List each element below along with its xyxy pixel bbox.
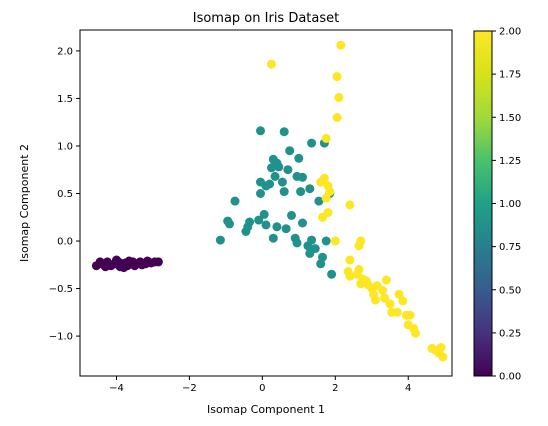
colorbar-tick-label: 0.50 [499, 285, 521, 296]
points-layer [91, 40, 448, 362]
data-point [225, 219, 234, 229]
data-point [307, 138, 317, 148]
colorbar-tick-label: 2.00 [499, 27, 521, 38]
data-point [310, 244, 320, 254]
data-point [265, 179, 275, 189]
data-point [277, 177, 287, 187]
y-tick-label: 1.0 [57, 141, 73, 152]
data-point [215, 235, 225, 245]
data-point [385, 299, 395, 309]
x-tick-label: −2 [182, 383, 197, 394]
data-point [307, 235, 317, 245]
colorbar-tick-label: 0.75 [499, 242, 521, 253]
data-point [318, 212, 327, 222]
data-point [294, 153, 304, 163]
data-point [270, 171, 280, 181]
data-point [101, 262, 110, 272]
data-point [381, 275, 391, 285]
data-point [281, 224, 291, 234]
data-point [112, 255, 121, 265]
data-point [230, 196, 240, 206]
colorbar-tick-label: 0.00 [499, 372, 521, 383]
y-axis-label: Isomap Component 2 [18, 144, 31, 262]
x-tick-label: 0 [259, 383, 265, 394]
colorbar [473, 30, 493, 377]
chart-title: Isomap on Iris Dataset [193, 11, 340, 26]
colorbar-tick-label: 1.25 [499, 156, 521, 167]
data-point [438, 352, 448, 362]
data-point [279, 127, 289, 137]
data-point [380, 293, 389, 303]
data-point [354, 265, 364, 274]
colorbar-ticks: 0.00 0.25 0.50 0.75 1.00 1.25 1.50 1.75 2.00 [492, 27, 521, 383]
data-point [256, 189, 265, 198]
data-point [405, 310, 415, 320]
data-point [245, 217, 255, 227]
data-point [325, 187, 335, 197]
data-point [298, 172, 307, 182]
data-point [318, 252, 327, 262]
data-point [292, 238, 302, 248]
data-point [283, 165, 293, 175]
data-point [332, 113, 342, 122]
data-point [370, 295, 380, 305]
y-tick-label: −1.0 [49, 332, 73, 343]
data-point [332, 72, 342, 82]
data-point [254, 215, 264, 225]
data-point [296, 187, 306, 197]
data-point [321, 236, 331, 246]
data-point [330, 236, 340, 246]
data-point [321, 133, 331, 143]
y-tick-label: 1.5 [57, 94, 73, 105]
data-point [321, 193, 331, 203]
colorbar-tick-label: 1.75 [499, 70, 521, 81]
data-point [356, 236, 366, 246]
y-tick-label: −0.5 [49, 284, 73, 295]
plot-frame [79, 29, 453, 377]
data-point [285, 146, 295, 156]
data-point [345, 255, 355, 265]
data-point [287, 210, 296, 220]
x-axis-label: Isomap Component 1 [207, 403, 325, 416]
data-point [256, 126, 265, 136]
data-point [274, 162, 284, 172]
data-point [261, 220, 271, 230]
data-point [345, 200, 355, 210]
x-tick-label: 4 [405, 383, 411, 394]
data-point [398, 296, 408, 306]
data-point [124, 256, 134, 266]
y-axis: −1.0 −0.5 0.0 0.5 1.0 1.5 2.0 [49, 46, 80, 343]
x-tick-label: 2 [332, 383, 338, 394]
data-point [378, 286, 388, 295]
x-axis: −4 −2 0 2 4 [109, 376, 411, 394]
data-point [411, 328, 420, 338]
data-point [336, 40, 346, 50]
data-point [394, 289, 404, 299]
data-point [319, 173, 329, 183]
y-tick-label: 2.0 [57, 46, 73, 57]
data-point [153, 257, 163, 267]
data-point [345, 271, 355, 281]
data-point [298, 218, 307, 228]
data-point [436, 343, 446, 352]
data-point [259, 209, 269, 219]
y-tick-label: 0.0 [57, 237, 73, 248]
data-point [119, 263, 129, 273]
data-point [314, 196, 324, 206]
data-point [272, 222, 282, 232]
y-tick-label: 0.5 [57, 189, 73, 200]
data-point [267, 59, 276, 69]
colorbar-tick-label: 0.25 [499, 328, 521, 339]
data-point [392, 307, 402, 317]
data-point [268, 233, 278, 243]
data-point [327, 269, 337, 279]
data-point [305, 184, 315, 194]
colorbar-tick-label: 1.50 [499, 113, 521, 124]
colorbar-tick-label: 1.00 [499, 199, 521, 210]
data-point [279, 187, 289, 197]
data-point [334, 93, 344, 102]
x-tick-label: −4 [109, 383, 124, 394]
